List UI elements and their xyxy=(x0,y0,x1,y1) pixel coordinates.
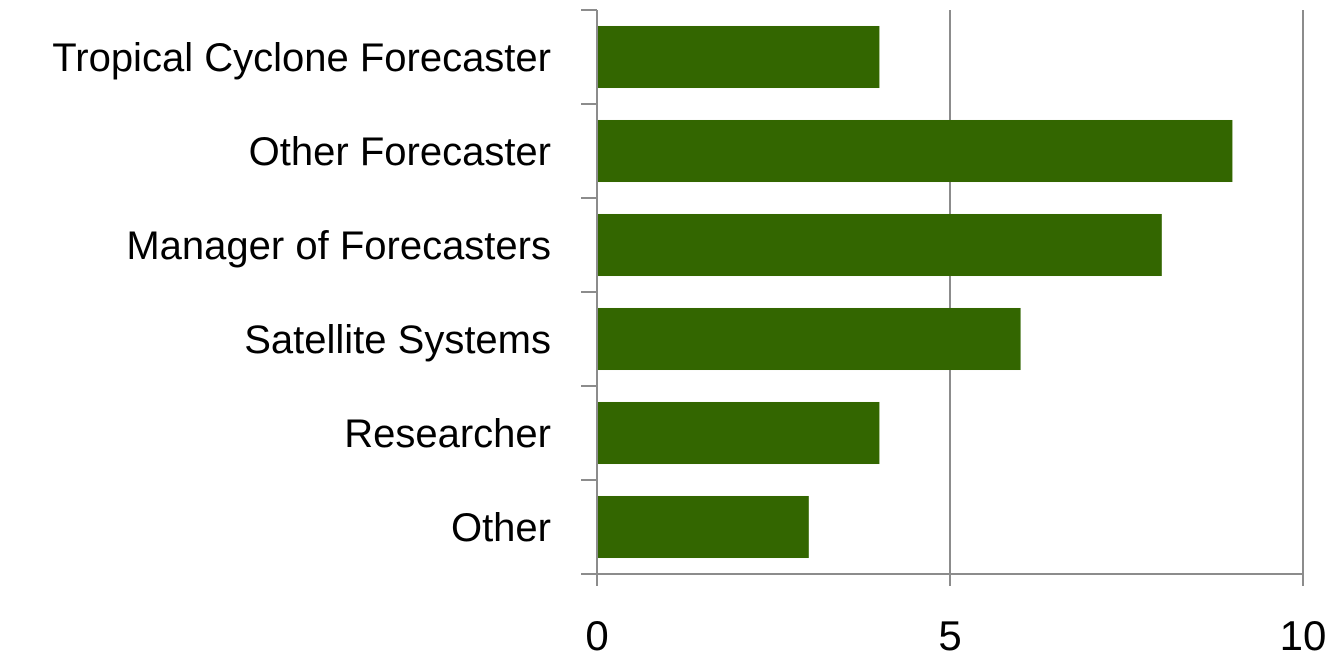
category-label-5: Researcher xyxy=(344,412,551,456)
x-tick-label-0: 0 xyxy=(585,612,608,655)
category-label-6: Other xyxy=(451,506,551,550)
category-label-3: Manager of Forecasters xyxy=(126,224,551,268)
bars xyxy=(597,25,1233,559)
bar-6 xyxy=(597,495,809,559)
category-label-1: Tropical Cyclone Forecaster xyxy=(52,36,551,80)
bar-4 xyxy=(597,307,1021,371)
bar-1 xyxy=(597,25,880,89)
category-label-2: Other Forecaster xyxy=(249,130,551,174)
bar-2 xyxy=(597,119,1233,183)
x-tick-label-10: 10 xyxy=(1280,612,1327,655)
gridlines xyxy=(949,10,1304,574)
axes xyxy=(581,9,1304,586)
bar-3 xyxy=(597,213,1162,277)
labels: Tropical Cyclone Forecaster Other Forecas… xyxy=(52,36,1326,655)
category-label-4: Satellite Systems xyxy=(244,318,551,362)
bar-5 xyxy=(597,401,880,465)
x-tick-label-5: 5 xyxy=(938,612,961,655)
